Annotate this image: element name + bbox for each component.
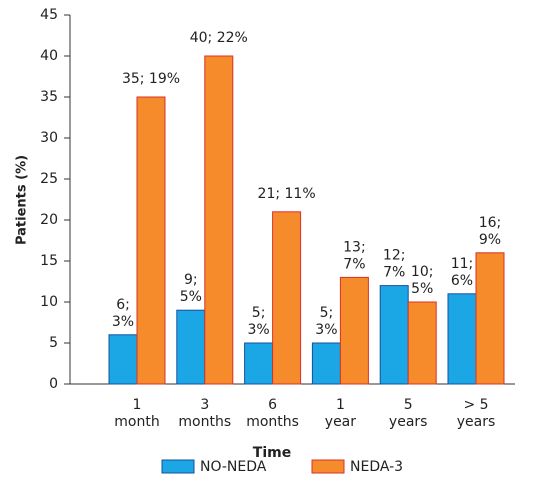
bar bbox=[339, 276, 369, 385]
y-axis-title: Patients (%) bbox=[15, 155, 30, 245]
bar bbox=[272, 211, 302, 385]
x-tick-label: 5 years bbox=[389, 397, 428, 430]
y-tick-label: 45 bbox=[40, 7, 58, 23]
data-label: 6; 3% bbox=[112, 297, 134, 330]
data-label: 21; 11% bbox=[258, 186, 316, 202]
bar bbox=[136, 96, 166, 385]
data-label: 5; 3% bbox=[247, 305, 269, 338]
bar bbox=[204, 55, 234, 385]
data-label: 9; 5% bbox=[180, 272, 202, 305]
data-label: 10; 5% bbox=[411, 264, 434, 297]
x-axis-title: Time bbox=[253, 445, 291, 461]
x-tick-label: 6 months bbox=[246, 397, 299, 430]
data-label: 13; 7% bbox=[343, 239, 366, 272]
y-tick-label: 15 bbox=[40, 253, 58, 269]
y-tick-label: 40 bbox=[40, 48, 58, 64]
legend-label: NEDA-3 bbox=[350, 459, 403, 475]
data-label: 35; 19% bbox=[122, 71, 180, 87]
data-label: 5; 3% bbox=[315, 305, 337, 338]
y-tick-label: 35 bbox=[40, 89, 58, 105]
legend-swatch bbox=[161, 459, 195, 474]
y-tick-label: 5 bbox=[49, 335, 58, 351]
x-tick-label: 1 year bbox=[325, 397, 356, 430]
legend-label: NO-NEDA bbox=[200, 459, 267, 475]
y-tick-label: 0 bbox=[49, 376, 58, 392]
bar bbox=[176, 309, 206, 385]
y-tick-label: 20 bbox=[40, 212, 58, 228]
x-tick-label: > 5 years bbox=[457, 397, 496, 430]
bar bbox=[379, 285, 409, 385]
y-tick-label: 25 bbox=[40, 171, 58, 187]
y-tick-label: 10 bbox=[40, 294, 58, 310]
data-label: 12; 7% bbox=[383, 248, 406, 281]
bar bbox=[475, 252, 505, 385]
bar bbox=[108, 334, 138, 385]
bar bbox=[311, 342, 341, 385]
bar bbox=[244, 342, 274, 385]
x-tick-label: 3 months bbox=[178, 397, 231, 430]
bar bbox=[447, 293, 477, 385]
legend-swatch bbox=[311, 459, 345, 474]
data-label: 16; 9% bbox=[479, 215, 502, 248]
x-tick-label: 1 month bbox=[114, 397, 159, 430]
data-label: 11; 6% bbox=[451, 256, 474, 289]
bar bbox=[407, 301, 437, 385]
data-label: 40; 22% bbox=[190, 30, 248, 46]
y-tick-label: 30 bbox=[40, 130, 58, 146]
